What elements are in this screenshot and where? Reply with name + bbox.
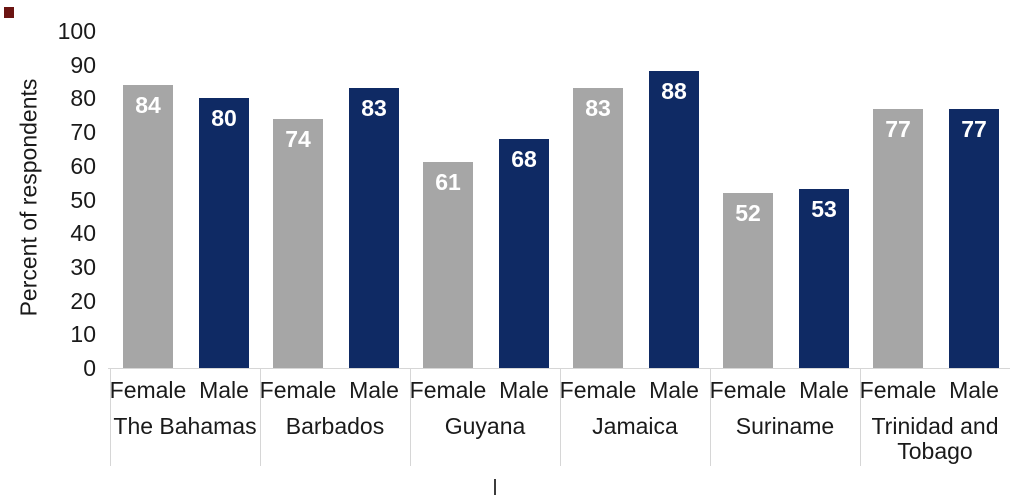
- bar-value-label: 83: [361, 95, 387, 122]
- sub-axis-label-male: Male: [949, 377, 999, 403]
- sub-axis-label-male: Male: [199, 377, 249, 403]
- bar-value-label: 52: [735, 199, 761, 226]
- y-tick-label: 20: [70, 287, 96, 314]
- category-separator: [260, 368, 261, 466]
- y-tick-label: 60: [70, 152, 96, 179]
- y-tick-label: 70: [70, 119, 96, 146]
- bar-female-jamaica: [573, 88, 623, 368]
- y-tick-label: 40: [70, 220, 96, 247]
- bar-value-label: 88: [661, 78, 687, 105]
- y-tick-label: 0: [83, 355, 96, 381]
- sub-axis-label-male: Male: [799, 377, 849, 403]
- bar-value-label: 53: [811, 196, 837, 223]
- category-separator: [560, 368, 561, 466]
- category-separator: [410, 368, 411, 466]
- category-label-jamaica: Jamaica: [592, 413, 678, 439]
- sub-axis-label-male: Male: [499, 377, 549, 403]
- category-separator: [110, 368, 111, 466]
- category-label-the-bahamas: The Bahamas: [113, 413, 257, 439]
- sub-axis-label-male: Male: [349, 377, 399, 403]
- bar-value-label: 77: [885, 115, 911, 142]
- bar-female-the-bahamas: [123, 84, 173, 368]
- bar-male-jamaica: [649, 71, 699, 368]
- bar-female-suriname: [723, 192, 773, 368]
- bar-value-label: 83: [585, 95, 611, 122]
- y-tick-label: 10: [70, 321, 96, 348]
- bar-value-label: 68: [511, 145, 537, 172]
- sub-axis-label-female: Female: [559, 377, 637, 403]
- bar-value-label: 77: [961, 115, 987, 142]
- sub-axis-label-female: Female: [709, 377, 787, 403]
- bar-value-label: 80: [211, 105, 237, 132]
- bottom-tick-mark: [494, 479, 496, 495]
- category-label-guyana: Guyana: [444, 413, 526, 439]
- category-separator: [710, 368, 711, 466]
- bar-female-barbados: [273, 118, 323, 368]
- sub-axis-label-female: Female: [109, 377, 187, 403]
- sub-axis-label-male: Male: [649, 377, 699, 403]
- category-separator: [860, 368, 861, 466]
- x-axis-line: [108, 368, 1010, 369]
- sub-axis-label-female: Female: [859, 377, 937, 403]
- y-tick-label: 90: [70, 51, 96, 78]
- corner-mark: [4, 7, 14, 18]
- bar-female-guyana: [423, 162, 473, 368]
- sub-axis-label-female: Female: [259, 377, 337, 403]
- category-label-barbados: Barbados: [285, 413, 385, 439]
- bar-value-label: 84: [135, 91, 161, 118]
- sub-axis-label-female: Female: [409, 377, 487, 403]
- y-tick-label: 100: [57, 18, 96, 44]
- bar-value-label: 74: [285, 125, 311, 152]
- category-label-suriname: Suriname: [735, 413, 835, 439]
- y-tick-label: 50: [70, 186, 96, 213]
- category-label-trinidad-and-tobago: Trinidad and Tobago: [871, 413, 999, 464]
- bar-male-guyana: [499, 138, 549, 368]
- y-tick-label: 30: [70, 253, 96, 280]
- bar-male-suriname: [799, 189, 849, 368]
- bar-value-label: 61: [435, 169, 461, 196]
- bar-male-the-bahamas: [199, 98, 249, 368]
- bar-male-trinidad-and-tobago: [949, 108, 999, 368]
- bar-male-barbados: [349, 88, 399, 368]
- y-tick-label: 80: [70, 85, 96, 112]
- bar-female-trinidad-and-tobago: [873, 108, 923, 368]
